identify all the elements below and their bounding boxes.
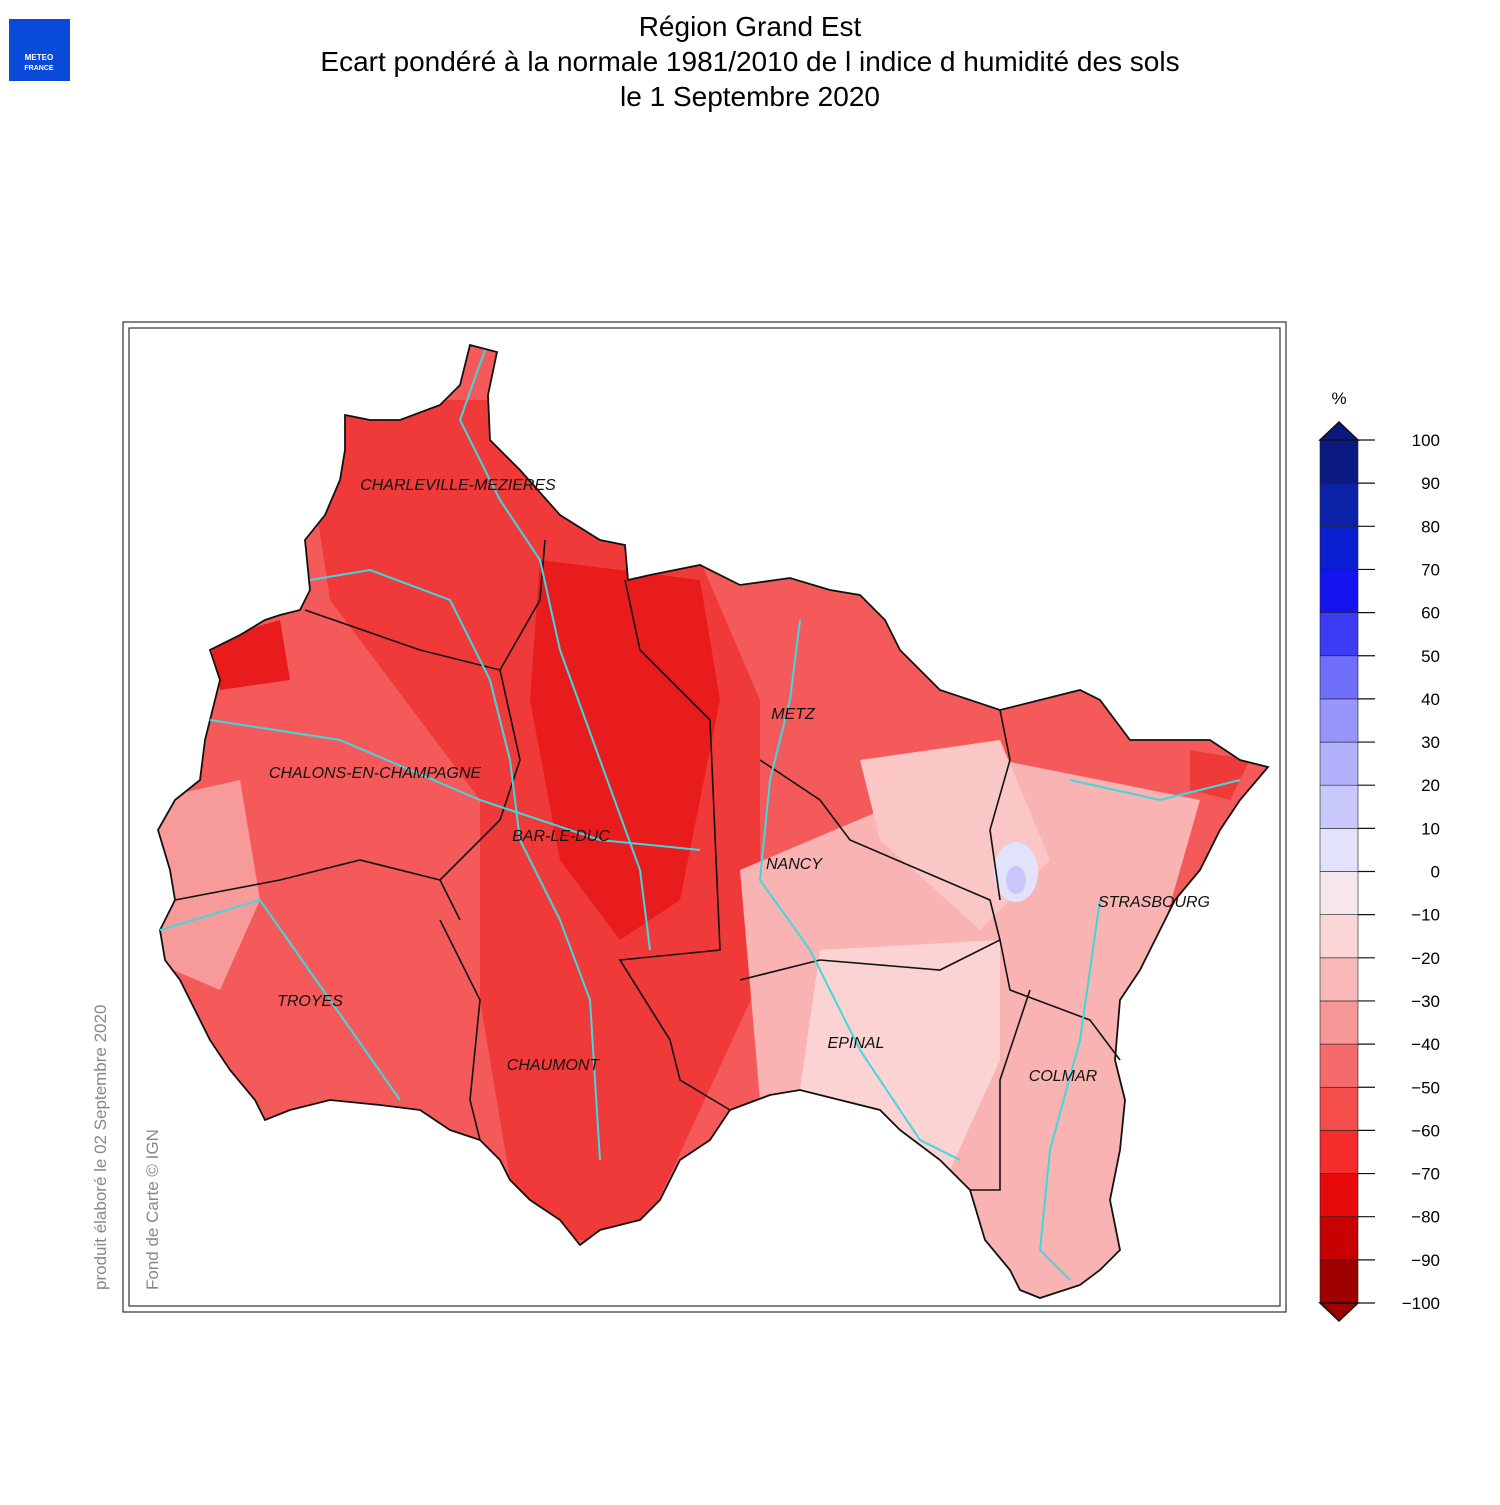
colorbar-swatch	[1319, 1043, 1359, 1088]
colorbar-tick-label: −50	[1411, 1078, 1440, 1097]
colorbar-tick-label: −100	[1402, 1294, 1440, 1313]
city-label: EPINAL	[828, 1035, 885, 1052]
colorbar-swatch	[1319, 914, 1359, 959]
colorbar-tick-label: 0	[1431, 863, 1440, 882]
colorbar-swatch	[1319, 525, 1359, 570]
map-fill	[158, 345, 1268, 1298]
logo	[9, 19, 70, 81]
colorbar-tick-label: −10	[1411, 906, 1440, 925]
colorbar-swatch	[1319, 784, 1359, 829]
colorbar-extend-high	[1318, 420, 1360, 441]
colorbar-swatch	[1319, 1216, 1359, 1261]
frame	[128, 327, 1281, 1307]
subtitle: Ecart pondéré à la normale 1981/2010 de …	[320, 46, 1179, 77]
colorbar-tick-label: 20	[1421, 776, 1440, 795]
logo-text: METEO	[25, 53, 53, 62]
colorbar-swatch	[1319, 1130, 1359, 1174]
colorbar-swatch	[1319, 828, 1359, 872]
city-label: METZ	[771, 706, 816, 723]
colorbar-swatch	[1319, 871, 1359, 915]
colorbar-swatch	[1319, 655, 1359, 700]
colorbar-unit: %	[1331, 389, 1346, 408]
colorbar-tick-label: −80	[1411, 1208, 1440, 1227]
date: le 1 Septembre 2020	[620, 81, 880, 112]
colorbar-tick-label: −90	[1411, 1251, 1440, 1270]
city-label: CHAUMONT	[507, 1057, 601, 1074]
credit: produit élaboré le 02 Septembre 2020	[91, 1005, 110, 1290]
colorbar-tick-label: −60	[1411, 1121, 1440, 1140]
city-labels: CHARLEVILLE-MEZIERES METZ CHALONS-EN-CHA…	[269, 477, 1210, 1085]
title: Région Grand Est	[639, 11, 862, 42]
city-label: CHALONS-EN-CHAMPAGNE	[269, 765, 482, 782]
colorbar-tick-label: 80	[1421, 517, 1440, 536]
colorbar-swatch	[1319, 482, 1359, 527]
city-label: BAR-LE-DUC	[512, 828, 610, 845]
colorbar-tick-label: 50	[1421, 647, 1440, 666]
colorbar-swatch	[1319, 569, 1359, 613]
logo-text: FRANCE	[24, 65, 53, 72]
colorbar-tick-label: −30	[1411, 992, 1440, 1011]
colorbar-swatch	[1319, 439, 1359, 484]
credit: Fond de Carte © IGN	[143, 1129, 162, 1290]
colorbar-swatch	[1319, 957, 1359, 1002]
colorbar-extend-low	[1318, 1302, 1360, 1323]
rivers	[159, 349, 1241, 1281]
colorbar: −100−90−80−70−60−50−40−30−20−10010203040…	[1318, 420, 1440, 1323]
city-label: NANCY	[766, 856, 823, 873]
colorbar-swatch	[1319, 741, 1359, 786]
colorbar-tick-label: −20	[1411, 949, 1440, 968]
colorbar-tick-label: 60	[1421, 604, 1440, 623]
city-label: CHARLEVILLE-MEZIERES	[360, 477, 556, 494]
colorbar-swatch	[1319, 1259, 1359, 1304]
colorbar-tick-label: −40	[1411, 1035, 1440, 1054]
colorbar-swatch	[1319, 1086, 1359, 1131]
colorbar-tick-label: −70	[1411, 1165, 1440, 1184]
colorbar-swatch	[1319, 1000, 1359, 1045]
colorbar-tick-label: 40	[1421, 690, 1440, 709]
colorbar-tick-label: 30	[1421, 733, 1440, 752]
colorbar-tick-label: 100	[1412, 431, 1440, 450]
colorbar-tick-label: 70	[1421, 560, 1440, 579]
colorbar-tick-label: 10	[1421, 819, 1440, 838]
city-label: TROYES	[277, 993, 343, 1010]
frame	[122, 321, 1287, 1313]
city-label: COLMAR	[1029, 1068, 1098, 1085]
colorbar-swatch	[1319, 698, 1359, 743]
colorbar-swatch	[1319, 612, 1359, 657]
city-label: STRASBOURG	[1098, 894, 1210, 911]
colorbar-swatch	[1319, 1173, 1359, 1218]
departments	[174, 539, 1121, 1191]
colorbar-tick-label: 90	[1421, 474, 1440, 493]
